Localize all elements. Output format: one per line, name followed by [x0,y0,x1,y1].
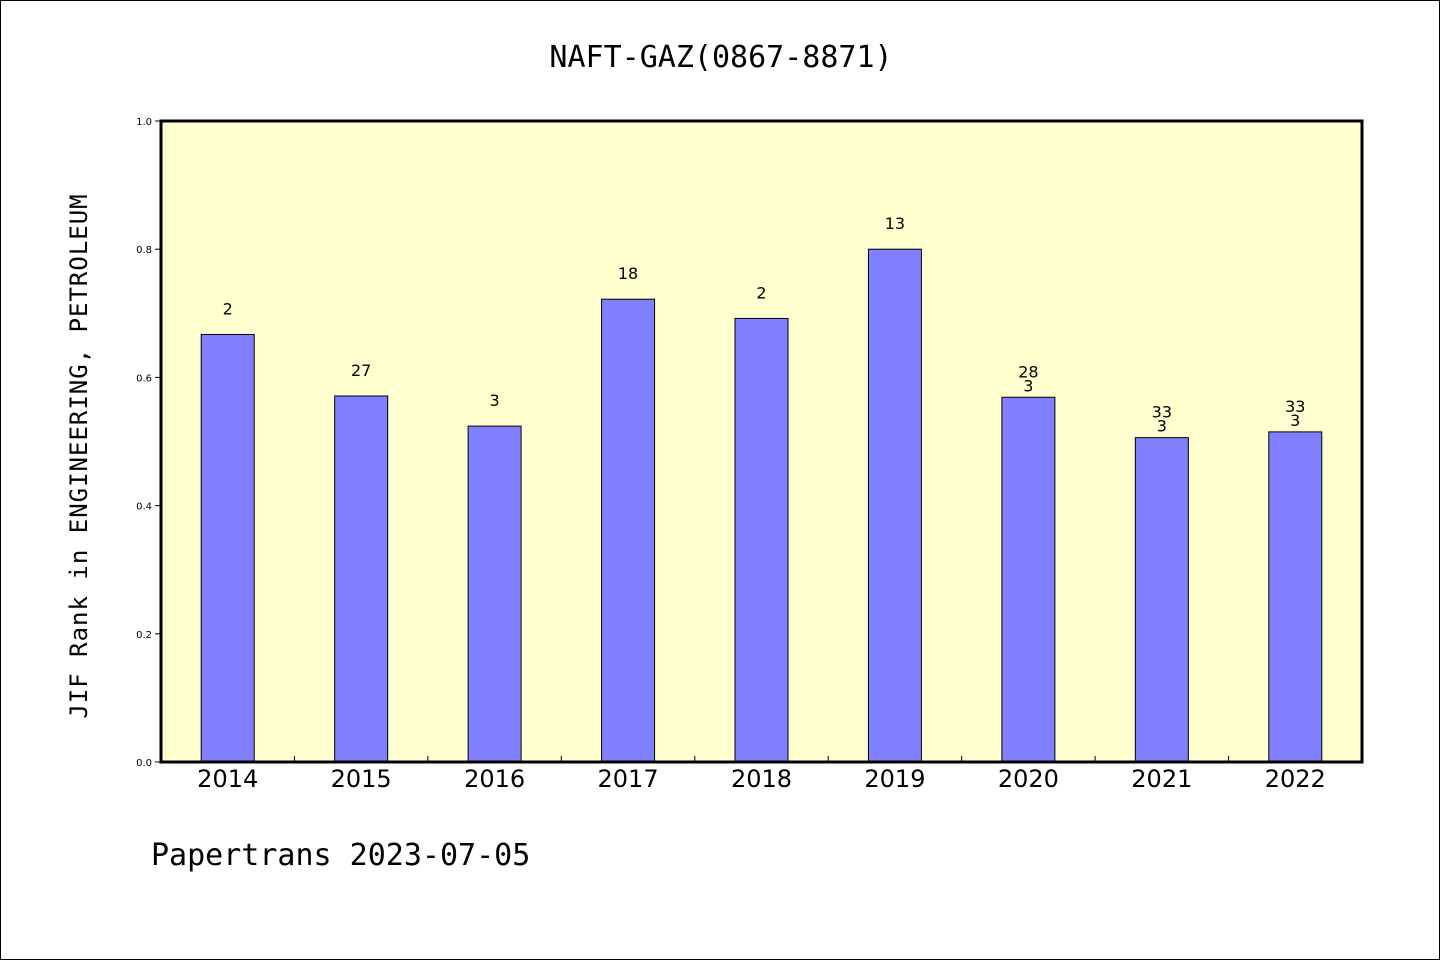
bar-2016 [467,425,522,763]
bar-label-2017: 18 [618,264,638,283]
bar-label-2021: 33 [1152,403,1172,422]
bar-2019 [867,248,922,763]
bar-2017 [601,298,656,763]
bar-label-2014: 2 [223,299,233,318]
x-tick-label-2016: 2016 [464,765,525,793]
y-tick-label: 0.0 [136,758,152,769]
y-axis-label: JIF Rank in ENGINEERING, PETROLEUM [65,193,93,718]
bar-2014 [200,333,255,763]
y-tick-label: 0.8 [136,245,152,256]
bar-label-2016: 3 [490,391,500,410]
bars [200,248,1323,763]
x-tick-label-2018: 2018 [731,765,792,793]
x-tick-label-2017: 2017 [598,765,659,793]
y-axis-ticks: 0.0 0.2 0.4 0.6 0.8 1.0 [136,117,161,769]
bar-label-2020: 28 [1018,362,1038,381]
bar-label-2021: 3 [1157,417,1167,436]
footer-credit: Papertrans 2023-07-05 [151,838,530,873]
bar-2018 [734,317,789,763]
x-tick-label-2015: 2015 [331,765,392,793]
y-tick-label: 0.2 [136,630,152,641]
bar-label-2022: 3 [1290,411,1300,430]
y-tick-label: 1.0 [136,117,152,128]
bar-label-2015: 27 [351,361,371,380]
x-tick-label-2020: 2020 [998,765,1059,793]
bar-label-2020: 3 [1023,376,1033,395]
chart-title: NAFT-GAZ(0867-8871) [549,40,892,75]
bar-label-2019: 13 [885,214,905,233]
x-tick-label-2021: 2021 [1131,765,1192,793]
y-tick-label: 0.4 [136,502,152,513]
x-tick-label-2019: 2019 [864,765,925,793]
bar-2020 [1001,396,1056,763]
x-tick-label-2022: 2022 [1265,765,1326,793]
bar-label-2018: 2 [756,283,766,302]
bar-2015 [334,395,389,763]
x-tick-label-2014: 2014 [197,765,258,793]
y-tick-label: 0.6 [136,373,152,384]
plot-border [159,119,1364,764]
x-axis-ticks: 2014 2015 2016 2017 2018 2019 2020 2021 2022 [197,756,1326,793]
bar-2021 [1134,437,1189,763]
bar-2022 [1268,431,1323,763]
bar-label-2022: 33 [1285,397,1305,416]
